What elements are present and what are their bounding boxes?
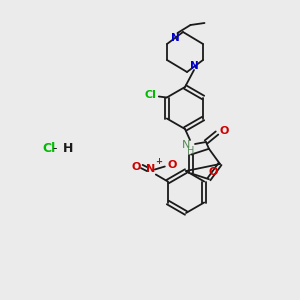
Text: O: O bbox=[168, 160, 177, 170]
Text: O: O bbox=[131, 161, 140, 172]
Text: Cl: Cl bbox=[42, 142, 55, 154]
Text: +: + bbox=[155, 157, 162, 166]
Text: Cl: Cl bbox=[145, 91, 157, 100]
Text: O: O bbox=[220, 126, 230, 136]
Text: -: - bbox=[49, 142, 61, 154]
Text: N: N bbox=[190, 61, 198, 71]
Text: N: N bbox=[146, 164, 155, 175]
Text: N: N bbox=[182, 140, 190, 150]
Text: H: H bbox=[63, 142, 74, 154]
Text: O: O bbox=[209, 167, 218, 177]
Text: N: N bbox=[171, 33, 180, 43]
Text: H: H bbox=[187, 146, 195, 156]
